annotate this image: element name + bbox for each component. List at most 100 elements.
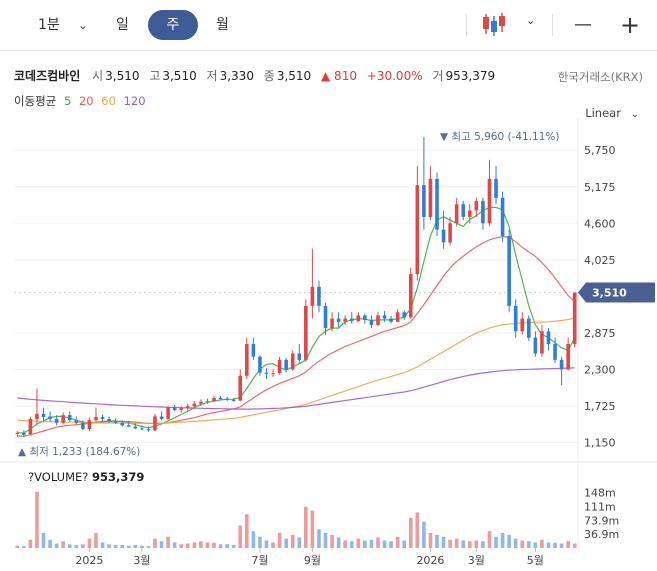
volume-bar: [100, 542, 105, 548]
candle-body: [513, 305, 518, 332]
candle: [67, 411, 72, 422]
y-tick-label: 4,600: [584, 217, 616, 230]
volume-bar: [258, 536, 262, 548]
y-tick-label: 2,300: [584, 363, 616, 376]
candle-body: [290, 353, 295, 370]
candle: [467, 204, 472, 224]
candle: [422, 136, 426, 230]
volume-bar: [317, 529, 321, 548]
candle: [264, 368, 269, 379]
candle: [343, 315, 347, 325]
candle-body: [284, 359, 288, 370]
candle-body: [199, 401, 203, 404]
stock-name: 코데즈컴바인: [14, 69, 81, 83]
candle: [376, 312, 380, 327]
candle-body: [120, 422, 125, 426]
volume-bar: [389, 541, 393, 548]
volume-bar: [448, 539, 452, 548]
candle: [363, 313, 367, 324]
candle-body: [415, 185, 420, 275]
candle: [205, 398, 210, 404]
candle: [435, 172, 439, 236]
volume-bar: [94, 533, 98, 548]
volume-label: 거: [432, 69, 444, 83]
candle: [317, 280, 321, 313]
candle-body: [166, 407, 170, 419]
ma-5: 5: [63, 94, 72, 108]
change-value: ▲ 810: [321, 69, 357, 83]
x-tick-label: 5월: [527, 554, 544, 567]
candle: [35, 388, 39, 426]
candle: [474, 197, 479, 217]
zoom-out-button[interactable]: —: [574, 14, 592, 35]
volume-bar: [467, 541, 472, 548]
candle-body: [435, 178, 439, 230]
last-price-tag: [578, 282, 655, 303]
candle: [245, 337, 249, 379]
volume-bar: [435, 534, 439, 548]
volume-bar: [87, 538, 92, 548]
volume-bar: [225, 544, 229, 548]
candle: [356, 312, 361, 323]
volume-bar: [494, 536, 498, 548]
volume-bar: [74, 545, 79, 548]
candle-body: [100, 417, 105, 419]
tab-month[interactable]: 월: [216, 17, 229, 33]
candle: [323, 302, 328, 335]
candle: [395, 309, 400, 323]
volume-bar: [133, 545, 138, 548]
volume-bar: [356, 538, 361, 548]
volume-bar: [277, 533, 282, 548]
axes: 1,150 1,725 2,300 2,875 4,025 4,600 5,175 5,750…: [75, 144, 619, 567]
candle: [271, 369, 275, 378]
tab-day[interactable]: 일: [116, 17, 129, 33]
chart-type-button[interactable]: ⌄: [478, 12, 540, 38]
candle-body: [297, 353, 302, 360]
volume-bar: [540, 539, 544, 548]
candle-body: [487, 178, 492, 224]
y-tick-label: 5,750: [584, 144, 616, 157]
volume-bar: [415, 512, 420, 548]
candle-body: [520, 318, 525, 332]
divider: [552, 14, 553, 36]
candle-body: [317, 286, 321, 306]
candle-body: [546, 331, 551, 344]
max-annotation: ▼ 최고 5,960 (-41.11%): [440, 131, 560, 143]
scale-mode-select[interactable]: Linear ⌄: [585, 106, 639, 120]
chevron-down-icon: ⌄: [78, 19, 88, 32]
candle-body: [572, 292, 577, 344]
volume-bar: [61, 541, 65, 548]
candle: [290, 350, 295, 371]
volume-bar: [199, 541, 203, 548]
candle: [349, 312, 354, 324]
candle-body: [251, 344, 256, 357]
candle-body: [146, 429, 151, 431]
interval-select[interactable]: 1분 ⌄: [38, 0, 87, 50]
candle: [81, 420, 85, 431]
chevron-down-icon: ⌄: [630, 109, 639, 120]
candle: [277, 356, 282, 375]
candle-body: [402, 312, 407, 318]
annotations: ▼ 최고 5,960 (-41.11%) ▲ 최저 1,233 (184.67%)…: [14, 131, 655, 458]
candle: [533, 331, 538, 357]
volume-bar: [48, 539, 52, 548]
candle-body: [74, 420, 79, 423]
candle: [553, 337, 557, 364]
volume-bar: [304, 506, 308, 548]
volume-bar: [172, 542, 177, 548]
zoom-in-button[interactable]: +: [620, 11, 641, 39]
volume-bar: [349, 541, 354, 548]
volume-bar: [290, 534, 295, 548]
candle-body: [461, 204, 466, 217]
tab-week[interactable]: 주: [148, 10, 198, 40]
candle: [481, 197, 485, 230]
volume-bar: [330, 534, 334, 548]
candle: [87, 417, 92, 432]
scale-mode-label: Linear: [585, 106, 621, 120]
volume-bar: [54, 543, 59, 548]
candle-body: [225, 398, 229, 400]
candle: [402, 310, 407, 320]
volume-bar: [159, 541, 164, 548]
candle-body: [363, 315, 367, 320]
